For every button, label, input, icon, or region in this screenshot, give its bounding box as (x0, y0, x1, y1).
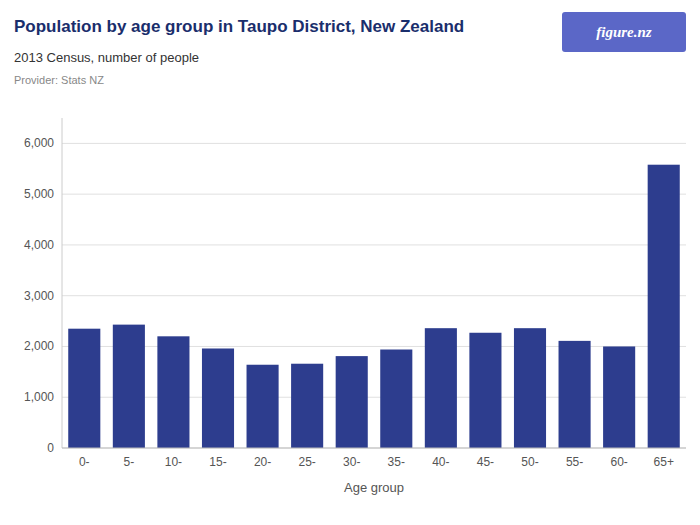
grid-line (62, 194, 686, 195)
x-tick-label: 30- (343, 455, 360, 469)
grid-line (62, 143, 686, 144)
x-tick-labels: 0- 5- 10- 15- 20- 25- 30- 35- 40- 45- 50- 55- 60- 65+ (79, 455, 674, 469)
x-tick-label: 65+ (654, 455, 674, 469)
y-tick-label: 3,000 (24, 289, 54, 303)
logo: figure.nz (562, 12, 686, 52)
x-tick-label: 15- (209, 455, 226, 469)
x-tick-label: 0- (79, 455, 90, 469)
grid-line (62, 244, 686, 245)
x-tick-label: 55- (566, 455, 583, 469)
y-tick-label: 0 (47, 441, 54, 455)
x-tick-label: 35- (388, 455, 405, 469)
bar (603, 346, 635, 448)
chart-svg: Population by age group in Taupo Distric… (0, 0, 700, 525)
y-tick-label: 5,000 (24, 187, 54, 201)
chart-container: Population by age group in Taupo Distric… (0, 0, 700, 525)
x-tick-label: 20- (254, 455, 271, 469)
bar (247, 365, 279, 448)
bar (648, 165, 680, 448)
y-tick-label: 4,000 (24, 238, 54, 252)
y-grid (62, 143, 686, 448)
grid-line (62, 295, 686, 296)
bar (514, 328, 546, 448)
provider: Provider: Stats NZ (14, 74, 104, 86)
logo-box (562, 12, 686, 52)
x-tick-label: 25- (298, 455, 315, 469)
x-tick-label: 50- (521, 455, 538, 469)
bar (202, 348, 234, 448)
x-tick-label: 45- (477, 455, 494, 469)
x-tick-label: 10- (165, 455, 182, 469)
bar (380, 350, 412, 448)
x-tick-label: 40- (432, 455, 449, 469)
x-axis-line (62, 448, 686, 449)
x-tick-label: 60- (610, 455, 627, 469)
title: Population by age group in Taupo Distric… (14, 17, 464, 36)
x-axis-label: Age group (344, 480, 404, 495)
y-axis-line (62, 118, 63, 448)
subtitle: 2013 Census, number of people (14, 50, 199, 65)
y-tick-labels: 0 1,000 2,000 3,000 4,000 5,000 6,000 (24, 136, 54, 455)
grid-line (62, 397, 686, 398)
y-tick-label: 1,000 (24, 390, 54, 404)
bar (469, 333, 501, 448)
bar (68, 329, 100, 448)
logo-text: figure.nz (596, 24, 652, 40)
x-tick-label: 5- (124, 455, 135, 469)
bar (336, 356, 368, 448)
y-tick-label: 6,000 (24, 136, 54, 150)
grid-line (62, 346, 686, 347)
bars (68, 165, 680, 448)
bar (559, 341, 591, 448)
grid-line (62, 448, 686, 449)
bar (113, 325, 145, 448)
bar (425, 328, 457, 448)
y-tick-label: 2,000 (24, 339, 54, 353)
bar (157, 336, 189, 448)
bar (291, 364, 323, 448)
